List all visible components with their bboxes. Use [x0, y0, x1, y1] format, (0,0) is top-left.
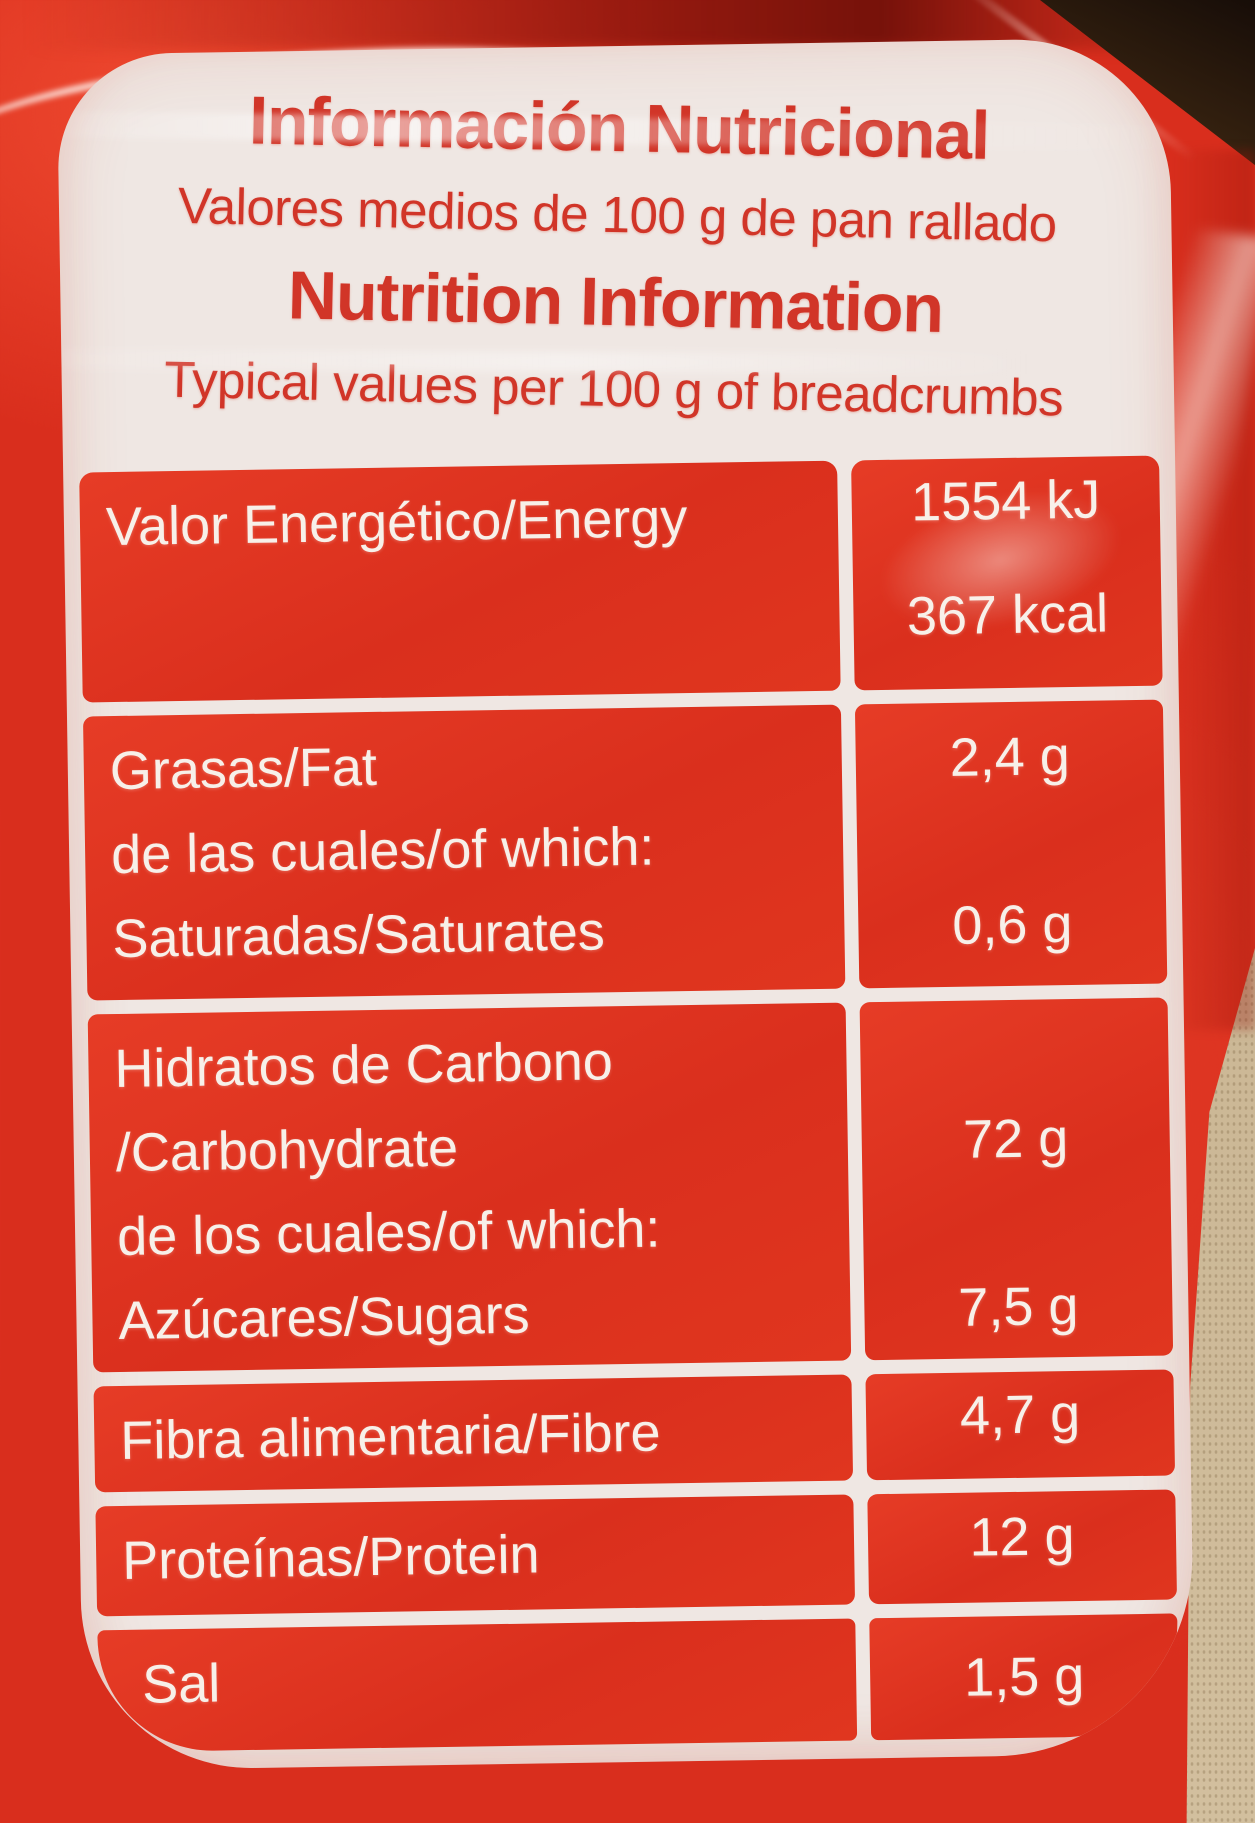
nutrition-table: Valor Energético/Energy 1554 kJ 367 kcal…: [79, 455, 1180, 1753]
table-row-protein: Proteínas/Protein 12 g: [95, 1489, 1177, 1617]
nutrient-name: Sal: [141, 1653, 221, 1715]
row-label-cell: Proteínas/Protein: [95, 1494, 856, 1617]
row-value-cell: 1,5 g: [869, 1613, 1180, 1741]
nutrient-name: Hidratos de Carbono: [114, 1031, 614, 1100]
nutrition-label: Información Nutricional Valores medios d…: [56, 37, 1196, 1771]
row-label-cell: Sal: [97, 1618, 858, 1753]
row-value-cell: 72 g 7,5 g: [859, 997, 1174, 1361]
table-row-salt: Sal 1,5 g: [97, 1613, 1180, 1753]
nutrient-name: Grasas/Fat: [109, 736, 378, 802]
nutrient-name: Fibra alimentaria/Fibre: [119, 1402, 661, 1471]
row-value-cell: 12 g: [867, 1489, 1177, 1605]
nutrient-subname: Azúcares/Sugars: [118, 1284, 531, 1351]
nutrient-value: 72 g: [962, 1108, 1069, 1170]
nutrient-value: 1,5 g: [963, 1645, 1085, 1708]
nutrient-value: 2,4 g: [949, 726, 1071, 788]
label-header: Información Nutricional Valores medios d…: [57, 37, 1177, 513]
nutrient-value: 1554 kJ: [910, 469, 1101, 533]
row-label-cell: Hidratos de Carbono /Carbohydrate de los…: [87, 1002, 852, 1373]
nutrient-subname: Saturadas/Saturates: [112, 901, 606, 970]
nutrient-value: 4,7 g: [959, 1383, 1081, 1446]
nutrient-value: 0,6 g: [951, 893, 1073, 956]
nutrient-value: 367 kcal: [906, 583, 1109, 647]
nutrient-name: Valor Energético/Energy: [105, 487, 688, 558]
row-value-cell: 1554 kJ 367 kcal: [851, 455, 1163, 691]
row-value-cell: 4,7 g: [865, 1369, 1176, 1481]
row-label-cell: Valor Energético/Energy: [79, 460, 841, 703]
table-row-fibre: Fibra alimentaria/Fibre 4,7 g: [93, 1369, 1176, 1493]
row-label-cell: Fibra alimentaria/Fibre: [93, 1374, 854, 1493]
nutrient-value: 7,5 g: [957, 1275, 1079, 1338]
nutrient-name: /Carbohydrate: [115, 1117, 459, 1184]
table-row-energy: Valor Energético/Energy 1554 kJ 367 kcal: [79, 455, 1163, 703]
nutrient-subname: de las cuales/of which:: [110, 816, 655, 886]
nutrient-subname: de los cuales/of which:: [116, 1198, 661, 1267]
nutrient-value: 12 g: [968, 1505, 1075, 1568]
table-row-fat: Grasas/Fat de las cuales/of which: Satur…: [82, 699, 1168, 1001]
nutrient-name: Proteínas/Protein: [121, 1524, 540, 1591]
table-row-carbohydrate: Hidratos de Carbono /Carbohydrate de los…: [87, 997, 1174, 1373]
row-label-cell: Grasas/Fat de las cuales/of which: Satur…: [82, 704, 846, 1001]
row-value-cell: 2,4 g 0,6 g: [854, 699, 1168, 989]
